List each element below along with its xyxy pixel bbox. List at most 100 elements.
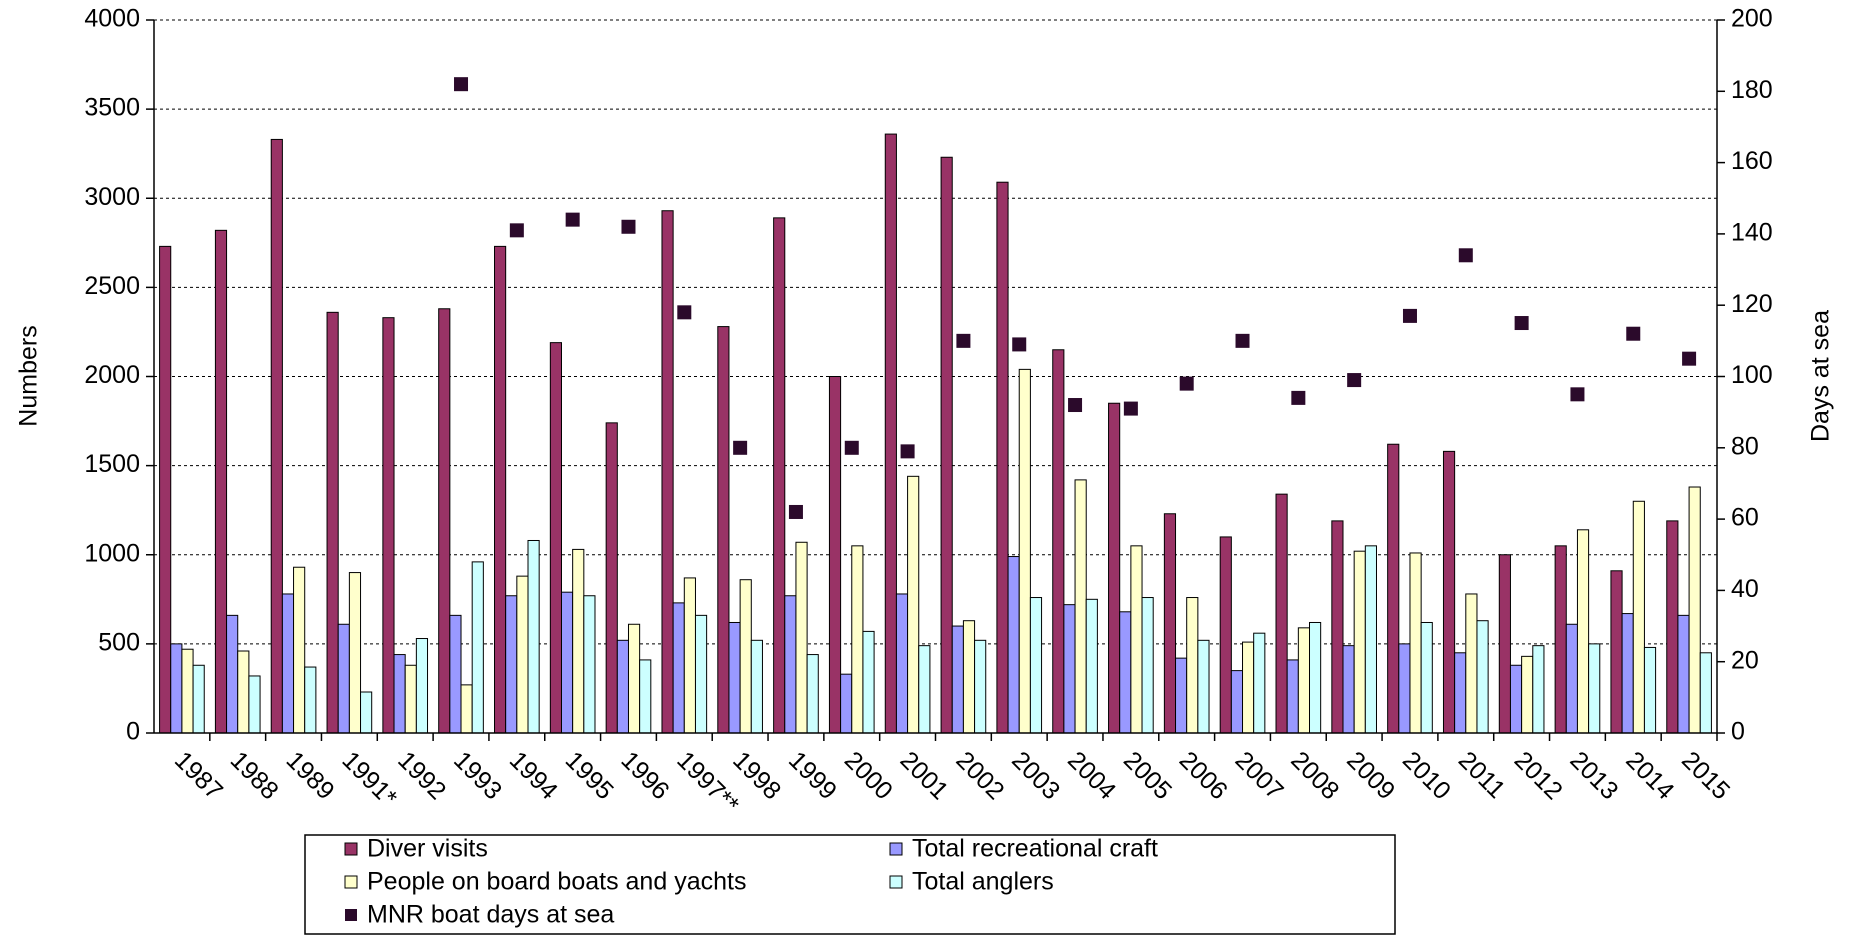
bar <box>181 648 194 734</box>
bar <box>1353 550 1366 734</box>
bar <box>884 133 897 734</box>
bar <box>1454 652 1467 734</box>
y-tick-label: 0 <box>126 718 140 746</box>
bar <box>226 614 239 734</box>
marker <box>1402 308 1417 323</box>
bar <box>1699 652 1712 734</box>
bar <box>840 673 853 734</box>
bar <box>1186 597 1199 734</box>
bar <box>1286 659 1299 734</box>
bar <box>1509 664 1523 734</box>
bar <box>293 566 306 734</box>
bar <box>1230 670 1244 734</box>
y-tick-label: 3500 <box>84 94 140 122</box>
bar <box>1119 611 1132 734</box>
bar <box>527 539 540 734</box>
marker <box>788 504 803 519</box>
marker <box>1682 351 1697 366</box>
bar <box>382 317 395 734</box>
bar <box>1342 645 1355 734</box>
x-tick-label: 1989 <box>281 746 340 805</box>
y2-tick-label: 180 <box>1731 76 1773 104</box>
x-tick-label: 2006 <box>1174 746 1233 805</box>
bar <box>393 654 406 734</box>
bar <box>1085 598 1098 734</box>
bar <box>1242 641 1255 734</box>
marker <box>509 223 524 238</box>
marker <box>1291 390 1306 405</box>
bar <box>1029 597 1043 734</box>
x-tick-label: 1993 <box>448 746 507 805</box>
legend-box <box>304 834 1396 935</box>
bar <box>1398 643 1411 734</box>
bar <box>404 664 417 734</box>
marker <box>1570 387 1585 402</box>
y-tick-label: 1000 <box>84 539 140 567</box>
bar <box>438 308 451 734</box>
bar <box>1297 627 1311 734</box>
x-tick-label: 2009 <box>1341 746 1400 805</box>
marker <box>900 444 915 459</box>
bar <box>460 684 473 734</box>
x-tick-label: 2011 <box>1453 746 1511 804</box>
bar <box>784 595 797 734</box>
bar <box>962 620 976 734</box>
bar <box>951 625 964 734</box>
x-tick-label: 2000 <box>839 746 898 805</box>
bar <box>750 639 763 734</box>
y-tick-label: 2500 <box>84 272 140 300</box>
x-tick-label: 1988 <box>225 746 284 805</box>
legend-swatch <box>889 842 903 856</box>
bar <box>1141 597 1154 734</box>
marker <box>1123 401 1138 416</box>
bar <box>996 181 1009 734</box>
bar <box>560 591 574 734</box>
x-tick-label: 2015 <box>1676 746 1735 805</box>
y2-tick-label: 0 <box>1731 718 1745 746</box>
x-tick-label: 2004 <box>1062 746 1121 805</box>
marker <box>733 440 748 455</box>
bar <box>360 691 373 734</box>
y-axis-title: Numbers <box>15 325 43 426</box>
bar <box>1063 604 1076 734</box>
bar <box>616 639 629 734</box>
bar <box>572 548 585 734</box>
bar <box>1331 520 1344 734</box>
bar <box>974 639 987 734</box>
x-tick-label: 1997** <box>671 746 744 819</box>
legend-label: Total recreational craft <box>912 835 1158 863</box>
bar <box>862 630 875 734</box>
bar <box>549 342 562 734</box>
marker <box>454 77 469 92</box>
bar <box>1074 479 1087 734</box>
bar <box>672 602 685 734</box>
x-tick-label: 2003 <box>1006 746 1065 805</box>
bar <box>1632 500 1645 734</box>
marker <box>956 333 971 348</box>
y-tick-label: 3000 <box>84 183 140 211</box>
y2-axis-title: Days at sea <box>1807 310 1835 442</box>
bar <box>1465 593 1478 734</box>
bar <box>1219 536 1232 734</box>
bar <box>895 593 909 734</box>
bar <box>516 575 529 734</box>
y-tick-label: 4000 <box>84 5 140 33</box>
marker <box>1514 316 1529 331</box>
x-tick-label: 2002 <box>950 746 1009 805</box>
bar <box>717 326 730 734</box>
legend-label: MNR boat days at sea <box>367 901 614 929</box>
bar <box>1364 545 1377 734</box>
bar <box>639 659 652 734</box>
legend-swatch <box>889 875 903 889</box>
x-tick-label: 2014 <box>1620 746 1679 805</box>
bar <box>1309 621 1322 734</box>
marker <box>1068 398 1083 413</box>
marker <box>1347 373 1362 388</box>
bar <box>1197 639 1210 734</box>
bar <box>326 311 339 734</box>
marker <box>1458 248 1473 263</box>
x-tick-label: 2012 <box>1509 746 1568 805</box>
x-tick-label: 2013 <box>1565 746 1624 805</box>
bar <box>605 422 618 734</box>
